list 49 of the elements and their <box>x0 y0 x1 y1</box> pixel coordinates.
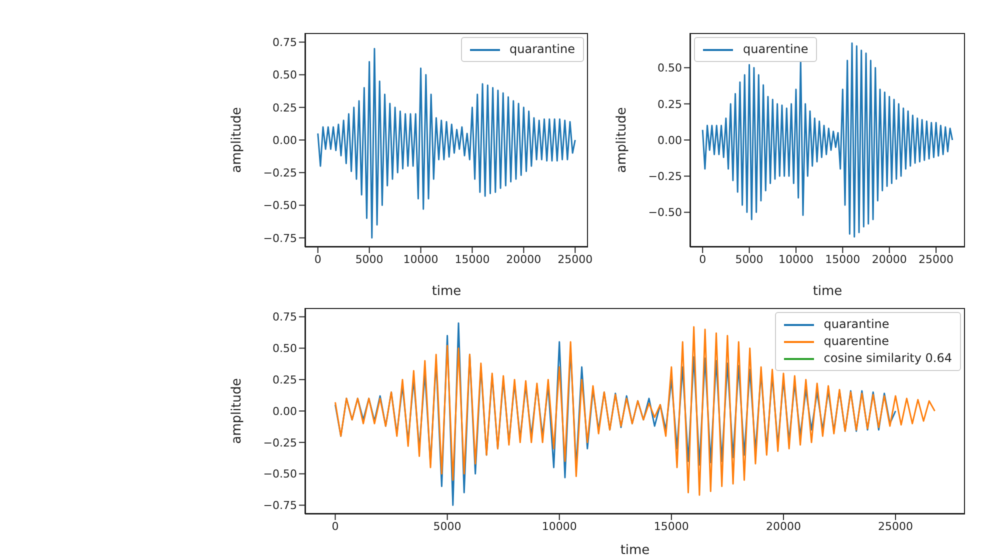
legend-label: quarantine <box>824 316 890 333</box>
x-tick-label: 10000 <box>403 252 438 266</box>
line-series <box>702 42 954 238</box>
y-tick-label: −0.25 <box>263 436 297 450</box>
x-tick-label: 0 <box>699 252 706 266</box>
legend-label: quarentine <box>824 333 890 350</box>
y-tick-label: −0.75 <box>263 232 297 245</box>
x-tick-label: 15000 <box>454 252 490 266</box>
legend-label: cosine similarity 0.64 <box>824 350 952 367</box>
y-tick-label: 0.75 <box>272 36 297 50</box>
y-tick-label: 0.25 <box>272 374 297 387</box>
legend-label: quarantine <box>510 41 575 58</box>
x-tick-label: 0 <box>332 520 339 533</box>
y-tick-label: −0.75 <box>263 499 297 512</box>
y-tick-label: 0.50 <box>658 62 682 75</box>
y-tick-label: −0.50 <box>263 468 297 481</box>
y-tick-label: −0.25 <box>263 166 297 180</box>
y-tick-label: 0.25 <box>272 101 297 114</box>
x-axis-title: time <box>620 543 650 556</box>
y-tick-label: 0.00 <box>272 134 297 147</box>
y-tick-label: −0.50 <box>263 199 297 212</box>
x-tick-label: 20000 <box>506 252 542 266</box>
y-axis-title: amplitude <box>230 378 245 444</box>
x-tick-label: 5000 <box>433 520 462 533</box>
x-tick-label: 10000 <box>542 520 577 533</box>
y-tick-label: 0.25 <box>658 98 682 111</box>
y-tick-label: 0.00 <box>272 404 297 418</box>
y-tick-label: −0.25 <box>648 170 682 184</box>
x-tick-label: 5000 <box>355 252 384 266</box>
y-axis-title: amplitude <box>230 107 245 173</box>
y-tick-label: 0.50 <box>272 342 297 356</box>
x-tick-label: 25000 <box>558 252 593 266</box>
x-tick-label: 10000 <box>778 252 814 266</box>
x-tick-label: 20000 <box>766 520 801 533</box>
x-tick-label: 20000 <box>872 252 907 266</box>
x-tick-label: 0 <box>314 252 322 266</box>
x-tick-label: 15000 <box>654 520 689 533</box>
x-axis-title: time <box>432 284 462 299</box>
y-tick-label: 0.00 <box>658 134 682 147</box>
y-tick-label: −0.50 <box>648 206 682 220</box>
y-tick-label: 0.75 <box>272 310 297 324</box>
x-axis-title: time <box>812 284 842 299</box>
legend-label: quarentine <box>743 41 808 58</box>
x-tick-label: 15000 <box>825 252 860 266</box>
y-tick-label: 0.50 <box>272 68 297 82</box>
x-tick-label: 25000 <box>918 252 954 266</box>
y-axis-title: amplitude <box>614 107 630 173</box>
x-tick-label: 25000 <box>878 520 914 533</box>
x-tick-label: 5000 <box>735 252 764 266</box>
